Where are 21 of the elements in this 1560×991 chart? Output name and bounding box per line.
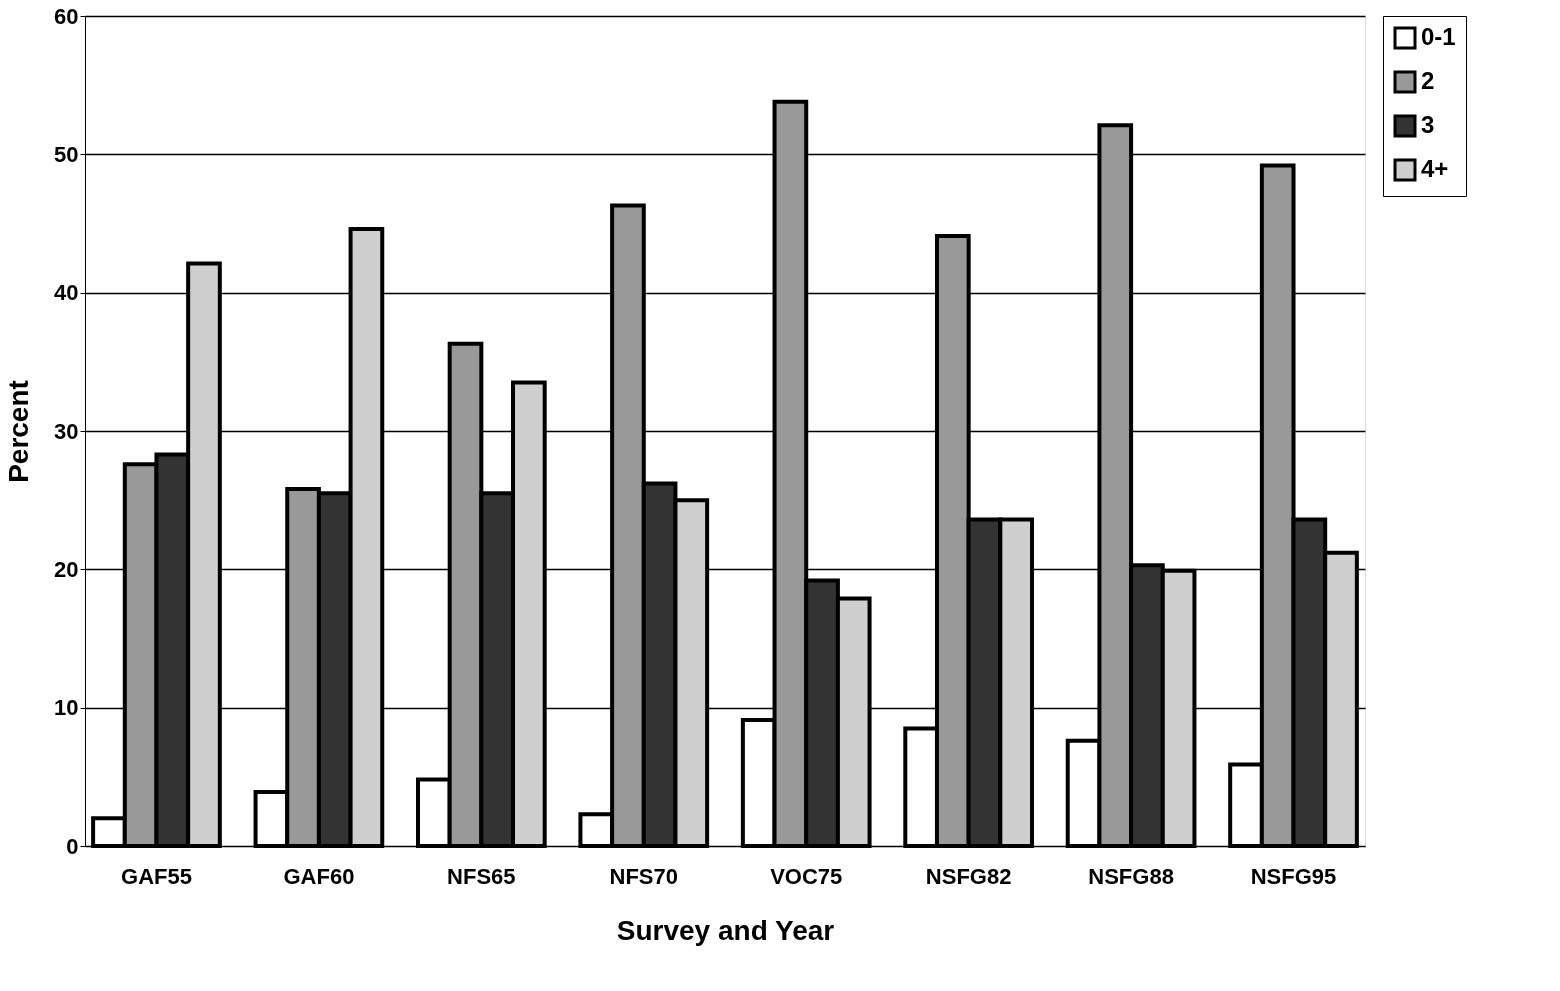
y-tick-label: 20: [54, 556, 79, 582]
y-axis-title: Percent: [3, 380, 35, 483]
legend-label: 4+: [1421, 155, 1449, 182]
y-tick-label: 60: [54, 3, 79, 29]
x-tick-label: GAF60: [283, 863, 355, 889]
legend-label: 0-1: [1421, 23, 1456, 50]
x-axis-title: Survey and Year: [616, 914, 835, 946]
x-tick-label: NSFG95: [1250, 863, 1337, 889]
x-tick-label: NFS70: [609, 863, 679, 889]
x-tick-label: NSFG82: [925, 863, 1012, 889]
y-tick-label: 50: [54, 141, 79, 167]
y-tick-label: 0: [66, 833, 79, 859]
y-tick-label: 40: [54, 280, 79, 306]
x-tick-label: VOC75: [770, 863, 843, 889]
legend-label: 3: [1421, 111, 1435, 138]
legend-label: 2: [1421, 67, 1435, 94]
x-tick-label: NSFG88: [1088, 863, 1174, 889]
x-tick-label: GAF55: [121, 863, 192, 889]
y-tick-label: 10: [54, 695, 79, 721]
x-tick-label: NFS65: [447, 863, 516, 889]
y-tick-label: 30: [54, 418, 79, 444]
